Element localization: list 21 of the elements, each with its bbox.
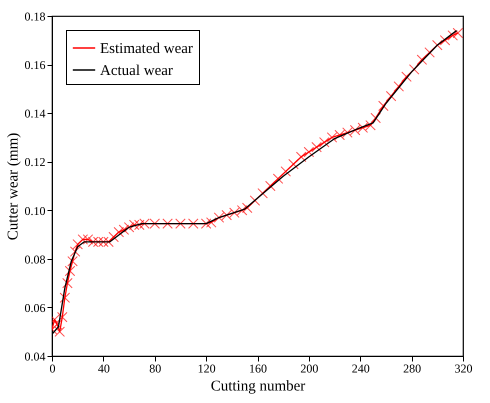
- y-tick-label: 0.16: [24, 58, 46, 72]
- legend-label: Estimated wear: [100, 41, 193, 57]
- y-axis-title: Cutter wear (mm): [6, 132, 22, 240]
- x-axis-title: Cutting number: [210, 378, 306, 394]
- y-tick-label: 0.06: [24, 300, 46, 315]
- x-tick-label: 240: [352, 362, 370, 376]
- y-tick-label: 0.14: [24, 106, 46, 121]
- y-tick-label: 0.08: [24, 252, 46, 266]
- y-tick-label: 0.04: [24, 350, 46, 364]
- x-tick-label: 160: [249, 362, 267, 376]
- legend-label: Actual wear: [100, 63, 173, 79]
- x-tick-label: 200: [300, 362, 318, 376]
- y-tick-label: 0.10: [24, 204, 46, 218]
- y-tick-label: 0.12: [24, 155, 46, 170]
- y-tick-label: 0.18: [24, 10, 46, 24]
- x-tick-label: 40: [98, 362, 110, 376]
- x-tick-label: 120: [198, 362, 216, 376]
- x-tick-label: 80: [149, 362, 162, 376]
- x-tick-label: 320: [454, 362, 472, 376]
- x-tick-label: 0: [50, 362, 56, 376]
- x-tick-label: 280: [403, 362, 422, 376]
